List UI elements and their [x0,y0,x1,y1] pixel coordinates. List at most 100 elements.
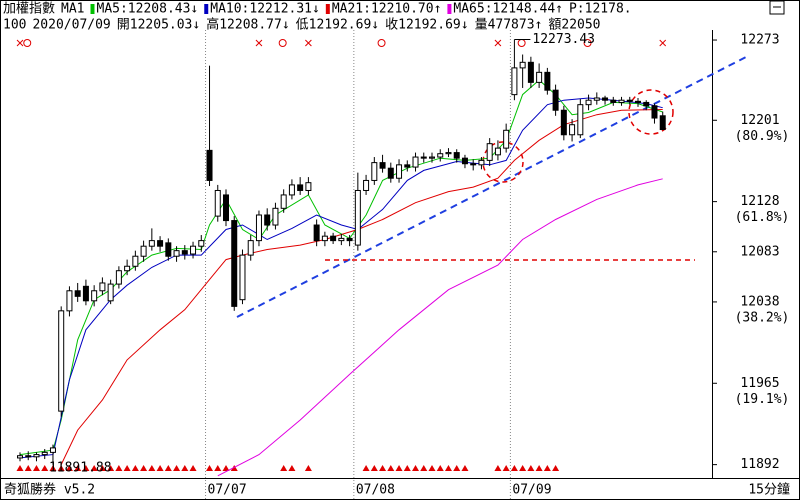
candle-body [552,89,559,111]
highlight-circle [628,89,674,135]
y-tick-label: 12201 [740,113,779,128]
signal-triangle [362,465,370,471]
candle-body [74,290,81,297]
candle-body [25,455,32,458]
signal-triangle [173,465,181,471]
signal-triangle [387,465,395,471]
candle-body [288,184,295,196]
signal-triangle [428,465,436,471]
signal-triangle [156,465,164,471]
y-tick-label: 11965 [740,376,779,391]
signal-triangle [444,465,452,471]
candle-body [379,162,386,169]
signal-triangle [16,465,24,471]
candle-body [453,152,460,159]
signal-mark [23,39,32,47]
fib-tick-label: (61.8%) [735,210,790,225]
signal-triangle [32,465,40,471]
candle-body [354,189,361,246]
candle-body [99,282,106,292]
candle-body [577,104,584,136]
signal-triangle [148,465,156,471]
fib-tick-label: (80.9%) [735,129,790,144]
header-text: MA21:12210.70↑ [332,2,442,17]
signal-triangle [65,465,73,471]
candle-body [49,447,56,453]
candle-body [115,270,122,285]
fib-tick-label: (19.1%) [735,392,790,407]
legend-swatch [204,4,209,14]
signal-triangle [107,465,115,471]
candle-body [626,99,633,102]
candle-body [41,451,48,456]
signal-triangle [206,465,214,471]
signal-triangle [288,465,296,471]
candle-body [659,115,666,131]
candle-body [91,290,98,302]
candle-body [247,240,254,256]
candle-body [132,255,139,267]
signal-triangle [98,465,106,471]
signal-triangle [24,465,32,471]
signal-triangle [41,465,49,471]
candle-body [231,220,238,307]
candle-body [148,240,155,247]
signal-triangle [519,465,527,471]
candle-body [214,189,221,217]
header-text: 2020/07/09 [32,18,110,33]
signal-triangle [494,465,502,471]
y-tick-label: 12128 [740,194,779,209]
candle-body [560,109,567,136]
candle-body [371,162,378,181]
signal-triangle [379,465,387,471]
signal-triangle [552,465,560,471]
signal-triangle [140,465,148,471]
header-text: 量477873↑ [475,18,543,33]
candle-body [66,290,73,312]
candle-body [478,159,485,166]
candle-body [330,235,337,242]
candle-body [313,224,320,242]
legend-swatch [90,4,95,14]
candle-body [363,179,370,191]
candle-body [445,152,452,155]
candle-body [264,214,271,226]
signal-triangle [131,465,139,471]
brand: 奇狐勝券 v5.2 [4,482,95,498]
signal-triangle [181,465,189,471]
candle-body [17,455,23,459]
candle-body [396,164,403,179]
signal-mark [659,39,667,47]
signal-mark [305,39,312,47]
candle-body [519,61,526,69]
candle-body [635,100,641,103]
signal-triangle [370,465,378,471]
y-tick-label: 12038 [740,294,779,309]
x-tick-label: 07/08 [356,483,395,498]
header-text: MA5:12208.43↓ [97,2,199,17]
signal-triangle [403,465,411,471]
signal-triangle [57,465,65,471]
signal-mark [583,39,592,47]
candle-body [107,283,114,302]
header-text: MA65:12148.44↑ [453,2,563,17]
candle-body [461,157,468,165]
header-text: MA1 [61,2,84,17]
y-tick-label: 12273 [740,33,779,48]
signal-triangle [82,465,90,471]
candle-body [470,163,477,166]
candle-body [486,143,493,161]
low-annotation: 11891.88 [49,460,112,475]
header-text: 高12208.77↓ [206,17,289,33]
header-text: 低12192.69↓ [296,18,379,33]
candle-body [157,240,164,247]
candle-body [536,71,543,83]
header-text: 加權指數 [3,2,55,17]
candle-body [404,164,411,168]
signal-triangle [74,465,82,471]
signal-triangle [214,465,222,471]
signal-triangle [436,465,444,471]
signal-mark [494,39,502,47]
